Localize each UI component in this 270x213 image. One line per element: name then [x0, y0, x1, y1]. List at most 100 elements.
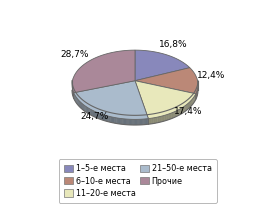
Polygon shape	[142, 115, 144, 125]
Polygon shape	[144, 115, 146, 125]
Polygon shape	[100, 109, 101, 119]
Polygon shape	[89, 105, 91, 115]
Polygon shape	[92, 106, 94, 117]
Polygon shape	[78, 96, 79, 106]
Polygon shape	[173, 108, 175, 118]
Polygon shape	[106, 112, 107, 122]
Polygon shape	[180, 105, 181, 115]
Polygon shape	[145, 115, 146, 125]
Polygon shape	[87, 103, 88, 114]
Polygon shape	[91, 106, 92, 116]
Polygon shape	[77, 95, 78, 105]
Polygon shape	[173, 108, 174, 118]
Polygon shape	[171, 108, 173, 119]
Polygon shape	[151, 114, 152, 124]
Polygon shape	[89, 105, 90, 115]
Polygon shape	[178, 106, 179, 116]
Polygon shape	[73, 88, 74, 98]
Polygon shape	[192, 95, 193, 105]
Polygon shape	[114, 114, 116, 124]
Polygon shape	[149, 114, 150, 124]
Polygon shape	[195, 89, 196, 100]
Polygon shape	[127, 115, 129, 125]
Polygon shape	[79, 97, 80, 107]
Polygon shape	[150, 114, 151, 124]
Polygon shape	[112, 113, 113, 123]
Polygon shape	[130, 115, 131, 125]
Polygon shape	[105, 111, 107, 121]
Polygon shape	[167, 110, 168, 120]
Polygon shape	[191, 96, 192, 106]
Polygon shape	[182, 103, 183, 114]
Polygon shape	[75, 92, 76, 102]
Polygon shape	[105, 111, 106, 121]
Polygon shape	[130, 115, 132, 125]
Polygon shape	[138, 115, 140, 125]
Polygon shape	[158, 113, 159, 122]
Polygon shape	[148, 114, 149, 124]
Polygon shape	[183, 102, 184, 113]
Polygon shape	[156, 113, 157, 123]
Polygon shape	[150, 114, 152, 124]
Polygon shape	[136, 115, 137, 125]
Polygon shape	[152, 114, 154, 124]
Polygon shape	[169, 109, 170, 119]
Polygon shape	[190, 96, 191, 107]
Polygon shape	[134, 115, 135, 125]
Polygon shape	[141, 115, 142, 125]
Polygon shape	[100, 109, 102, 120]
Polygon shape	[148, 114, 150, 124]
Polygon shape	[178, 105, 179, 116]
Polygon shape	[118, 114, 119, 124]
Polygon shape	[94, 107, 95, 117]
Polygon shape	[99, 109, 100, 119]
Polygon shape	[181, 104, 182, 114]
Polygon shape	[154, 114, 156, 124]
Polygon shape	[82, 99, 83, 110]
Polygon shape	[143, 115, 145, 125]
Legend: 1–5-е места, 6–10-е места, 11–20-е места, 21–50-е места, Прочие: 1–5-е места, 6–10-е места, 11–20-е места…	[59, 160, 217, 203]
Polygon shape	[96, 108, 97, 118]
Polygon shape	[154, 114, 155, 123]
Polygon shape	[163, 111, 164, 121]
Polygon shape	[104, 111, 105, 121]
Polygon shape	[189, 98, 190, 108]
Polygon shape	[137, 115, 139, 125]
Polygon shape	[153, 114, 154, 124]
Polygon shape	[107, 112, 109, 122]
Polygon shape	[183, 102, 184, 112]
Polygon shape	[124, 115, 125, 125]
Polygon shape	[77, 95, 78, 105]
Polygon shape	[81, 98, 82, 109]
Polygon shape	[152, 114, 153, 124]
Polygon shape	[188, 99, 189, 109]
Polygon shape	[87, 103, 88, 113]
Polygon shape	[83, 101, 84, 111]
Polygon shape	[135, 115, 136, 125]
Polygon shape	[162, 112, 163, 122]
Polygon shape	[120, 114, 121, 124]
Polygon shape	[168, 110, 169, 120]
Text: 12,4%: 12,4%	[197, 71, 225, 80]
Polygon shape	[172, 108, 173, 118]
Polygon shape	[193, 93, 194, 103]
Polygon shape	[186, 100, 187, 111]
Polygon shape	[140, 115, 142, 125]
Polygon shape	[160, 112, 161, 122]
Polygon shape	[135, 50, 190, 81]
Polygon shape	[97, 108, 99, 119]
Polygon shape	[98, 109, 99, 119]
Polygon shape	[82, 99, 83, 109]
Polygon shape	[132, 115, 134, 125]
Polygon shape	[177, 106, 178, 116]
Polygon shape	[80, 98, 81, 108]
Polygon shape	[184, 101, 186, 112]
Polygon shape	[193, 93, 194, 104]
Polygon shape	[175, 107, 176, 117]
Polygon shape	[120, 114, 122, 124]
Polygon shape	[102, 110, 103, 120]
Polygon shape	[174, 108, 175, 118]
Polygon shape	[165, 111, 167, 121]
Polygon shape	[129, 115, 130, 125]
Polygon shape	[168, 109, 170, 120]
